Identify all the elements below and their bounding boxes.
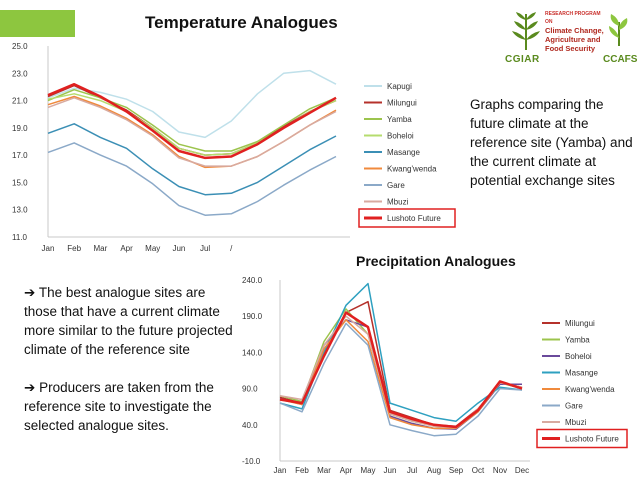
precipitation-chart: 240.0 190.0 140.0 90.0 40.0 -10.0 Jan Feb Mar Apr… (242, 276, 628, 475)
legend-label: Boheloi (387, 132, 414, 141)
y-tick-label: -10.0 (242, 457, 261, 466)
legend-highlight-box (358, 208, 456, 228)
x-tick-label: Jan (274, 466, 287, 475)
series-line (47, 123, 337, 196)
logo-group: CGIAR RESEARCH PROGRAM ON Climate Change… (505, 8, 638, 72)
x-tick-label: Jun (384, 466, 397, 475)
chart-description-text: Graphs comparing the future climate at t… (470, 97, 633, 188)
temperature-chart: 25.0 23.0 21.0 19.0 17.0 15.0 13.0 11.0 Jan Feb Ma… (12, 42, 456, 253)
y-tick-label: 15.0 (12, 178, 28, 187)
x-tick-label: / (230, 244, 233, 253)
accent-bar (0, 10, 75, 37)
bullet-text: Producers are taken from the reference s… (24, 380, 214, 433)
y-tick-label: 19.0 (12, 124, 28, 133)
y-tick-label: 40.0 (242, 421, 258, 430)
series-line (47, 84, 337, 156)
series-line (279, 322, 523, 437)
x-tick-label: Jul (407, 466, 417, 475)
temperature-chart-title: Temperature Analogues (145, 13, 338, 32)
rp-line-4: Food Security (545, 44, 596, 53)
bullet-item: ➔ Producers are taken from the reference… (24, 378, 242, 435)
series-line (47, 142, 337, 216)
x-tick-label: Nov (493, 466, 507, 475)
x-tick-label: Mar (93, 244, 107, 253)
y-tick-label: 17.0 (12, 151, 28, 160)
series-line (47, 82, 337, 160)
legend-label: Masange (387, 148, 420, 157)
series-line (47, 69, 337, 139)
y-tick-label: 90.0 (242, 385, 258, 394)
y-tick-label: 240.0 (242, 276, 263, 285)
research-program-logo-text: RESEARCH PROGRAM ON Climate Change, Agri… (545, 10, 605, 53)
series-line (47, 97, 337, 167)
bullet-text: The best analogue sites are those that h… (24, 285, 233, 357)
x-tick-label: Jul (200, 244, 210, 253)
legend-label: Masange (565, 369, 598, 378)
x-tick-label: May (360, 466, 375, 475)
x-tick-label: May (145, 244, 160, 253)
legend-label: Yamba (387, 115, 412, 124)
rp-line-2: Climate Change, (545, 26, 604, 35)
rp-line-3: Agriculture and (545, 35, 601, 44)
legend-label: Lushoto Future (565, 435, 619, 444)
legend-label: Milungui (387, 99, 417, 108)
y-tick-label: 13.0 (12, 206, 28, 215)
arrow-icon: ➔ (24, 285, 36, 300)
y-tick-label: 190.0 (242, 312, 263, 321)
legend-label: Lushoto Future (387, 214, 441, 223)
x-tick-label: Mar (317, 466, 331, 475)
x-tick-label: Jan (42, 244, 55, 253)
legend-label: Gare (387, 181, 405, 190)
precipitation-chart-title: Precipitation Analogues (356, 253, 516, 269)
ccafs-leaf-icon (609, 14, 628, 46)
x-tick-label: Jun (172, 244, 185, 253)
legend-label: Mbuzi (565, 418, 587, 427)
cgiar-logo-text: CGIAR (505, 54, 540, 65)
cgiar-wheat-icon (512, 12, 540, 50)
legend-label: Milungui (565, 319, 595, 328)
arrow-icon: ➔ (24, 380, 36, 395)
series-line (47, 88, 337, 152)
y-tick-label: 11.0 (12, 233, 28, 242)
bullet-item: ➔ The best analogue sites are those that… (24, 283, 242, 359)
series-line (279, 311, 523, 429)
legend-label: Kwang'wenda (387, 165, 437, 174)
y-tick-label: 23.0 (12, 69, 28, 78)
y-tick-label: 25.0 (12, 42, 28, 51)
x-tick-label: Apr (340, 466, 353, 475)
legend-label: Boheloi (565, 352, 592, 361)
ccafs-logo-text: CCAFS (603, 54, 638, 65)
legend-label: Kwang'wenda (565, 385, 615, 394)
y-tick-label: 140.0 (242, 348, 263, 357)
legend-label: Gare (565, 402, 583, 411)
rp-line-1: RESEARCH PROGRAM ON (545, 11, 601, 25)
x-tick-label: Dec (515, 466, 529, 475)
x-tick-label: Oct (472, 466, 485, 475)
x-tick-label: Sep (449, 466, 464, 475)
x-tick-label: Feb (67, 244, 81, 253)
legend-label: Kapugi (387, 82, 412, 91)
legend-highlight-box (536, 428, 628, 449)
x-tick-label: Feb (295, 466, 309, 475)
legend-label: Yamba (565, 336, 590, 345)
x-tick-label: Apr (120, 244, 133, 253)
bullet-list: ➔ The best analogue sites are those that… (24, 283, 242, 454)
x-tick-label: Aug (427, 466, 441, 475)
legend-label: Mbuzi (387, 198, 409, 207)
y-tick-label: 21.0 (12, 97, 28, 106)
